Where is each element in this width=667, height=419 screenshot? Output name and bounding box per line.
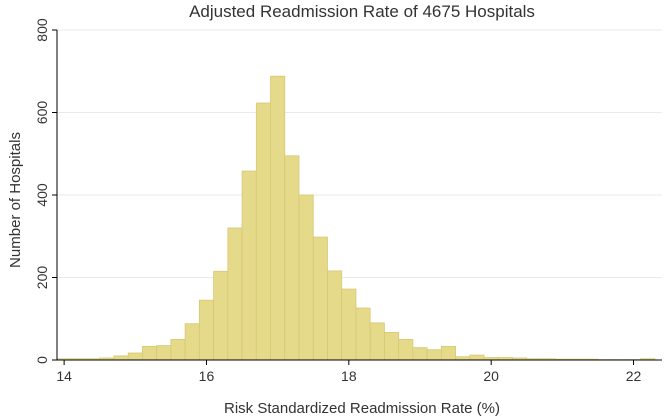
histogram-bar (170, 338, 186, 361)
x-tick-label: 20 (483, 368, 499, 384)
x-tick-label: 18 (341, 368, 357, 384)
histogram-bar (184, 323, 200, 361)
tick-labels: 0 200 400 600 800 14 16 18 20 22 (34, 18, 642, 384)
x-tick-label: 16 (199, 368, 215, 384)
histogram-bar (312, 236, 328, 361)
histogram-bar (384, 331, 400, 361)
histogram-bar (426, 349, 442, 361)
x-tick-label: 14 (56, 368, 72, 384)
histogram-bar (227, 227, 243, 361)
y-tick-label: 0 (34, 356, 50, 364)
y-tick-label: 400 (34, 183, 50, 207)
histogram-bar (198, 299, 214, 361)
y-tick-label: 200 (34, 266, 50, 290)
histogram-bar (369, 322, 385, 361)
histogram-bar (327, 270, 343, 361)
y-tick-label: 600 (34, 101, 50, 125)
histogram-bar (341, 288, 357, 361)
histogram-bar (156, 345, 172, 361)
axes (52, 29, 662, 365)
gridlines (57, 29, 662, 278)
histogram-bar (127, 352, 143, 361)
y-tick-label: 800 (34, 18, 50, 42)
histogram-bar (412, 347, 428, 361)
histogram-bar (298, 194, 314, 361)
bars (56, 75, 656, 361)
histogram-bar (270, 75, 286, 361)
histogram-bar (255, 102, 271, 361)
chart-title: Adjusted Readmission Rate of 4675 Hospit… (189, 2, 535, 21)
histogram-bar (440, 345, 456, 361)
y-axis-label: Number of Hospitals (7, 132, 24, 268)
x-axis-label: Risk Standardized Readmission Rate (%) (224, 400, 500, 417)
histogram-bar (213, 270, 229, 361)
histogram-bar (355, 307, 371, 361)
x-tick-label: 22 (626, 368, 642, 384)
histogram-bar (284, 155, 300, 361)
histogram-bar (469, 354, 485, 361)
histogram-bar (241, 170, 257, 361)
histogram-bar (398, 338, 414, 361)
histogram-bar (142, 345, 158, 361)
histogram-bar (113, 355, 129, 361)
